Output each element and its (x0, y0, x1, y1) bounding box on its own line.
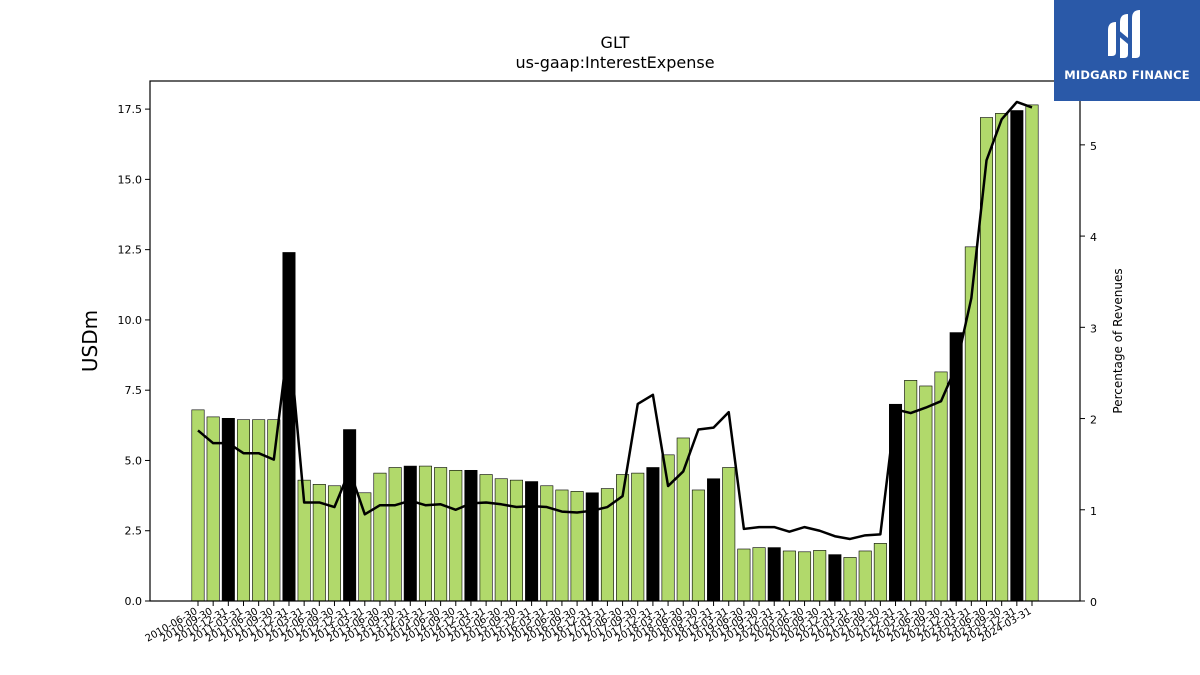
bar-2016-03-31 (540, 485, 554, 602)
bar-2020-06-30 (798, 551, 812, 602)
brand-logo: MIDGARD FINANCE (1054, 0, 1200, 101)
bar-2011-06-30 (252, 419, 266, 602)
bar-2017-12-31 (646, 467, 660, 602)
bar-2015-06-30 (494, 478, 508, 602)
bar-2010-09-30 (206, 416, 220, 602)
bar-2020-12-31 (828, 554, 842, 602)
bar-2013-03-31 (358, 492, 372, 602)
chart-title: GLT (601, 33, 630, 52)
bar-2012-12-31 (343, 429, 357, 602)
bar-2020-09-30 (813, 550, 827, 602)
bar-2018-09-30 (691, 489, 705, 602)
bar-2021-06-30 (858, 550, 872, 602)
bar-2019-12-31 (767, 547, 781, 602)
logo-mark-icon (1108, 10, 1140, 58)
bar-2014-03-31 (418, 465, 432, 602)
bar-2015-12-31 (525, 481, 539, 602)
bar-2024-03-31 (1025, 104, 1039, 602)
y-tick-label: 10.0 (118, 314, 143, 327)
bar-2013-06-30 (373, 472, 387, 602)
y-axis-left: 0.0 2.5 5.0 7.5 10.0 12.5 15.0 17.5 (118, 103, 150, 608)
bar-2016-06-30 (555, 489, 569, 602)
bar-2021-09-30 (873, 543, 887, 602)
y-tick-label: 7.5 (125, 384, 143, 397)
y2-tick-label: 0 (1090, 596, 1097, 609)
bar-2023-09-30 (995, 113, 1009, 602)
y2-tick-label: 5 (1090, 140, 1097, 153)
bar-2016-09-30 (570, 491, 584, 602)
bar-2011-03-31 (236, 419, 250, 602)
bar-2012-09-30 (327, 485, 341, 602)
bar-2019-06-30 (737, 548, 751, 602)
y2-axis-label: Percentage of Revenues (1111, 268, 1125, 413)
y-tick-label: 5.0 (125, 454, 143, 467)
bar-2022-09-30 (934, 371, 948, 602)
y-axis-label: USDm (78, 310, 102, 372)
y-tick-label: 0.0 (125, 595, 143, 608)
bar-2015-09-30 (509, 479, 523, 602)
y-tick-label: 2.5 (125, 525, 143, 538)
bar-2018-12-31 (707, 478, 721, 602)
chart-subtitle: us-gaap:InterestExpense (515, 53, 714, 72)
bar-2023-12-31 (1010, 110, 1024, 602)
y2-tick-label: 2 (1090, 414, 1097, 427)
y-tick-label: 17.5 (118, 103, 143, 116)
bar-2021-03-31 (843, 557, 857, 602)
line-group (197, 100, 1033, 541)
bar-2014-06-30 (434, 467, 448, 602)
bar-2011-09-30 (267, 419, 281, 602)
bar-2019-03-31 (722, 467, 736, 602)
y2-tick-label: 1 (1090, 505, 1097, 518)
y-axis-right: 0 1 2 3 4 5 (1080, 140, 1097, 609)
bar-2014-09-30 (449, 469, 463, 602)
plot-frame (149, 80, 1081, 602)
x-axis: 2010-06-302010-09-302010-12-312011-03-31… (144, 601, 1034, 645)
logo-text: MIDGARD FINANCE (1064, 68, 1190, 82)
y2-tick-label: 3 (1090, 322, 1097, 335)
bar-2010-06-30 (191, 409, 205, 602)
bar-2013-09-30 (388, 467, 402, 602)
bar-2018-03-31 (661, 454, 675, 602)
bar-2013-12-31 (403, 465, 417, 602)
y2-tick-label: 4 (1090, 231, 1097, 244)
bar-2022-06-30 (919, 385, 933, 602)
y-tick-label: 15.0 (118, 173, 143, 186)
bar-2019-09-30 (752, 547, 766, 602)
bar-2022-12-31 (949, 332, 963, 602)
bar-2015-03-31 (479, 474, 493, 602)
bar-group (191, 104, 1039, 602)
bar-2021-12-31 (889, 403, 903, 602)
bar-2011-12-31 (282, 252, 296, 602)
y-tick-label: 12.5 (118, 244, 143, 257)
bar-2020-03-31 (782, 550, 796, 602)
bar-2017-09-30 (631, 472, 645, 602)
bar-2014-12-31 (464, 469, 478, 602)
percentage-line (197, 100, 1033, 541)
